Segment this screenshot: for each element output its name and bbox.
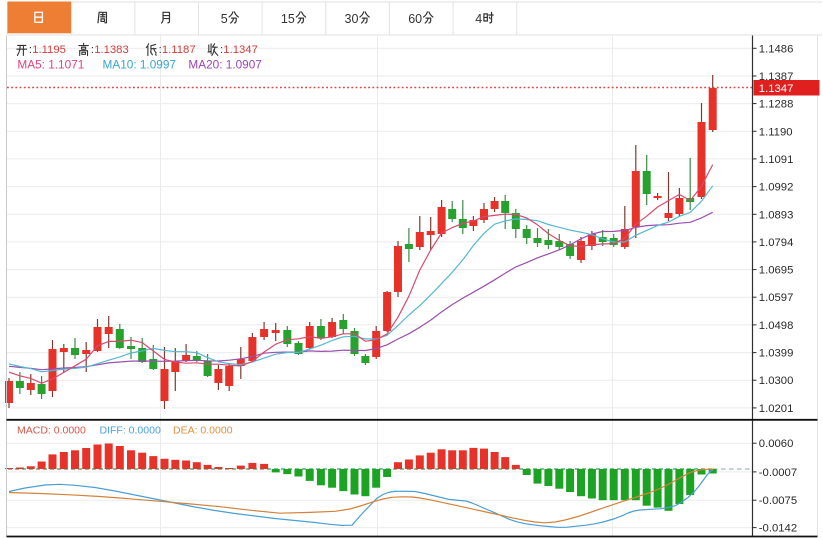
svg-text:DEA: 0.0000: DEA: 0.0000 <box>173 425 233 437</box>
svg-text:-0.0142: -0.0142 <box>759 523 797 535</box>
svg-text:1.1187: 1.1187 <box>162 44 196 56</box>
svg-text:60: 60 <box>408 12 422 26</box>
svg-text:1.0498: 1.0498 <box>759 320 794 332</box>
svg-text:4: 4 <box>475 12 482 26</box>
svg-text:1.0893: 1.0893 <box>759 209 794 221</box>
svg-text:1.1347: 1.1347 <box>223 44 258 56</box>
svg-text:5: 5 <box>221 12 228 26</box>
svg-text:1.0300: 1.0300 <box>759 375 794 387</box>
svg-text:1.0201: 1.0201 <box>759 403 794 415</box>
svg-text:MACD: 0.0000: MACD: 0.0000 <box>17 425 86 437</box>
svg-text:30: 30 <box>345 12 359 26</box>
svg-text::: : <box>91 44 94 56</box>
svg-text::: : <box>159 44 162 56</box>
svg-text:1.1347: 1.1347 <box>759 83 794 95</box>
svg-text:1.0992: 1.0992 <box>759 182 794 194</box>
svg-text:1.0695: 1.0695 <box>759 265 794 277</box>
svg-text::: : <box>220 44 223 56</box>
svg-text:MA5: 1.1071: MA5: 1.1071 <box>17 58 84 72</box>
svg-text:1.1288: 1.1288 <box>759 99 794 111</box>
svg-text:-0.0007: -0.0007 <box>759 467 797 479</box>
svg-text:1.0597: 1.0597 <box>759 292 794 304</box>
svg-text:1.1195: 1.1195 <box>32 44 66 56</box>
svg-text:1.0399: 1.0399 <box>759 348 794 360</box>
svg-text:15: 15 <box>281 12 295 26</box>
svg-text:1.1486: 1.1486 <box>759 43 794 55</box>
svg-text::: : <box>29 44 32 56</box>
svg-text:1.1190: 1.1190 <box>759 126 793 138</box>
svg-text:1.0794: 1.0794 <box>759 237 794 249</box>
svg-text:-0.0075: -0.0075 <box>759 495 797 507</box>
svg-text:MA10: 1.0997: MA10: 1.0997 <box>103 58 176 72</box>
svg-text:0.0060: 0.0060 <box>759 438 794 450</box>
svg-text:1.1091: 1.1091 <box>759 154 794 166</box>
svg-text:1.1383: 1.1383 <box>94 44 129 56</box>
svg-text:DIFF: 0.0000: DIFF: 0.0000 <box>100 425 161 437</box>
svg-text:MA20: 1.0907: MA20: 1.0907 <box>188 58 261 72</box>
